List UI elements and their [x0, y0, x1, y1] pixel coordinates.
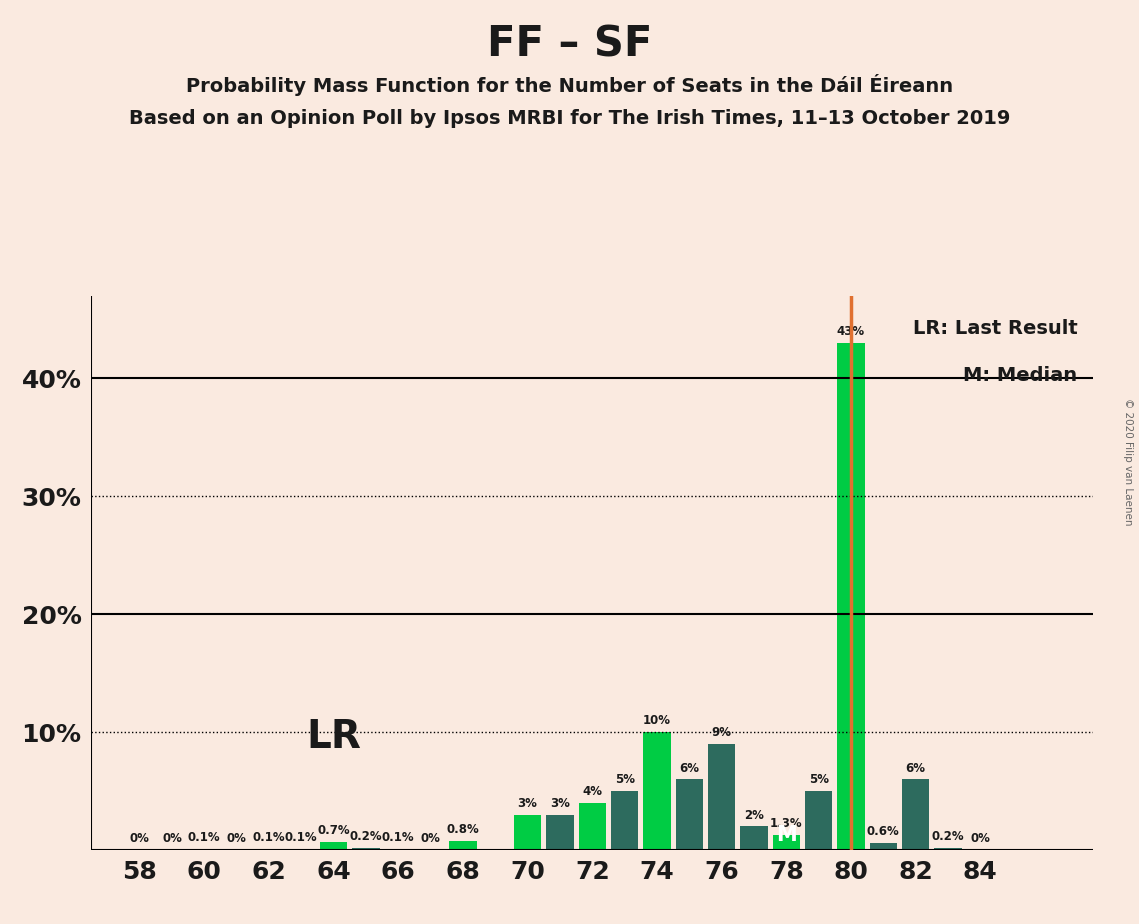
Text: 0.2%: 0.2% [932, 830, 965, 843]
Text: 0.2%: 0.2% [350, 830, 383, 843]
Text: M: M [776, 825, 796, 845]
Text: 0.1%: 0.1% [382, 832, 415, 845]
Bar [902, 779, 929, 850]
Bar [255, 849, 282, 850]
Text: 9%: 9% [712, 726, 731, 739]
Bar [934, 847, 961, 850]
Text: 5%: 5% [809, 773, 828, 786]
Bar [805, 791, 833, 850]
Text: FF – SF: FF – SF [486, 23, 653, 65]
Text: M: Median: M: Median [964, 367, 1077, 385]
Bar [547, 815, 574, 850]
Bar [837, 343, 865, 850]
Text: 0%: 0% [130, 833, 149, 845]
Text: 3%: 3% [550, 797, 570, 810]
Text: © 2020 Filip van Laenen: © 2020 Filip van Laenen [1123, 398, 1133, 526]
Text: 43%: 43% [837, 325, 865, 338]
Text: 10%: 10% [642, 714, 671, 727]
Text: 4%: 4% [582, 785, 603, 798]
Bar [869, 843, 898, 850]
Bar [579, 803, 606, 850]
Text: 1.3%: 1.3% [770, 817, 803, 830]
Bar [772, 834, 800, 850]
Bar [644, 732, 671, 850]
Bar [449, 841, 477, 850]
Text: 0.7%: 0.7% [318, 824, 350, 837]
Bar [675, 779, 703, 850]
Text: 0.1%: 0.1% [253, 832, 285, 845]
Text: 3%: 3% [518, 797, 538, 810]
Text: LR: Last Result: LR: Last Result [912, 320, 1077, 338]
Bar [514, 815, 541, 850]
Text: 0%: 0% [227, 833, 246, 845]
Text: Based on an Opinion Poll by Ipsos MRBI for The Irish Times, 11–13 October 2019: Based on an Opinion Poll by Ipsos MRBI f… [129, 109, 1010, 128]
Text: 0.8%: 0.8% [446, 823, 480, 836]
Text: 0%: 0% [162, 833, 182, 845]
Bar [287, 849, 316, 850]
Text: 0%: 0% [420, 833, 441, 845]
Bar [740, 826, 768, 850]
Bar [320, 842, 347, 850]
Text: Probability Mass Function for the Number of Seats in the Dáil Éireann: Probability Mass Function for the Number… [186, 74, 953, 96]
Bar [707, 744, 736, 850]
Text: 2%: 2% [744, 808, 764, 821]
Text: 0.6%: 0.6% [867, 825, 900, 838]
Bar [352, 847, 379, 850]
Bar [190, 849, 218, 850]
Bar [611, 791, 638, 850]
Text: 5%: 5% [615, 773, 634, 786]
Text: 6%: 6% [906, 761, 926, 774]
Text: 0.1%: 0.1% [285, 832, 318, 845]
Bar [385, 849, 412, 850]
Text: 6%: 6% [679, 761, 699, 774]
Text: 0.1%: 0.1% [188, 832, 221, 845]
Text: 0%: 0% [970, 833, 990, 845]
Text: LR: LR [306, 718, 361, 756]
